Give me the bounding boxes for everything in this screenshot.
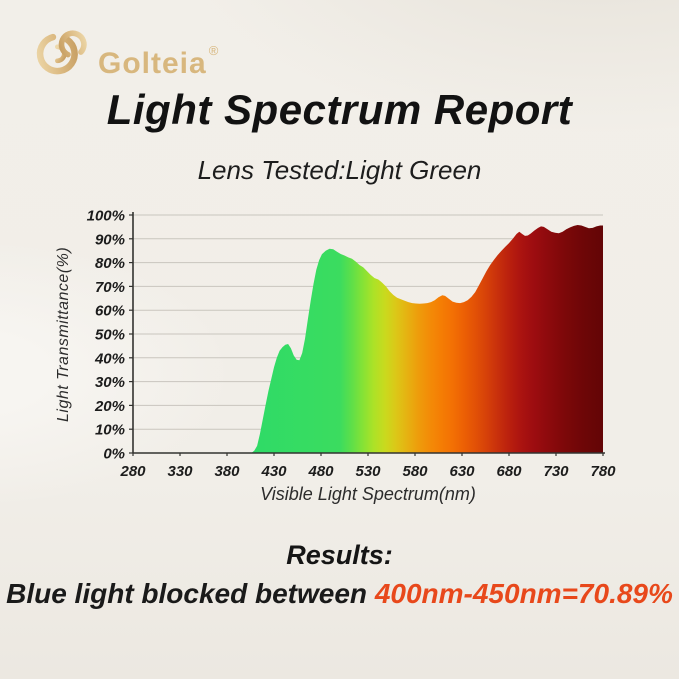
y-tick-label: 0% <box>103 446 125 463</box>
x-tick-label: 630 <box>449 463 475 480</box>
lens-tested-subtitle: Lens Tested:Light Green <box>197 155 482 185</box>
x-tick-label: 330 <box>167 463 193 480</box>
y-tick-label: 80% <box>95 255 125 272</box>
x-tick-label: 580 <box>402 463 428 480</box>
y-tick-label: 40% <box>94 350 125 367</box>
page-title: Light Spectrum Report <box>106 86 573 133</box>
y-tick-label: 20% <box>94 398 125 415</box>
y-tick-label: 100% <box>87 208 125 225</box>
brand: Golteia ® <box>34 24 219 91</box>
brand-logo-icon <box>36 30 87 75</box>
y-tick-label: 70% <box>95 279 125 296</box>
spectrum-chart: 0% 10% 20% 30% 40% 50% 60% 70% 80% 90% 100% 280 330 3… <box>87 208 617 481</box>
x-tick-label: 480 <box>307 463 334 480</box>
results-highlight: 400nm-450nm=70.89% <box>374 578 673 609</box>
x-tick-label: 730 <box>543 463 569 480</box>
x-tick-label: 280 <box>119 463 146 480</box>
brand-name: Golteia ® <box>98 43 220 80</box>
results-text: Blue light blocked between 400nm-450nm=7… <box>0 578 679 610</box>
x-axis-title: Visible Light Spectrum(nm) <box>260 484 476 504</box>
x-tick-label: 530 <box>355 463 381 480</box>
y-tick-label: 30% <box>95 374 125 391</box>
results-heading: Results: <box>286 540 393 570</box>
y-tick-label: 90% <box>95 231 125 248</box>
results-prefix: Blue light blocked between <box>6 578 375 609</box>
registered-mark-icon: ® <box>208 43 220 58</box>
y-tick-label: 10% <box>95 422 125 439</box>
y-axis-title: Light Transmittance(%) <box>55 246 72 422</box>
x-tick-label: 680 <box>496 463 522 480</box>
x-tick-label: 430 <box>260 463 287 480</box>
y-tick-label: 60% <box>95 303 125 320</box>
x-tick-label: 380 <box>214 463 240 480</box>
y-tick-label: 50% <box>95 327 125 344</box>
x-tick-label: 780 <box>590 463 616 480</box>
